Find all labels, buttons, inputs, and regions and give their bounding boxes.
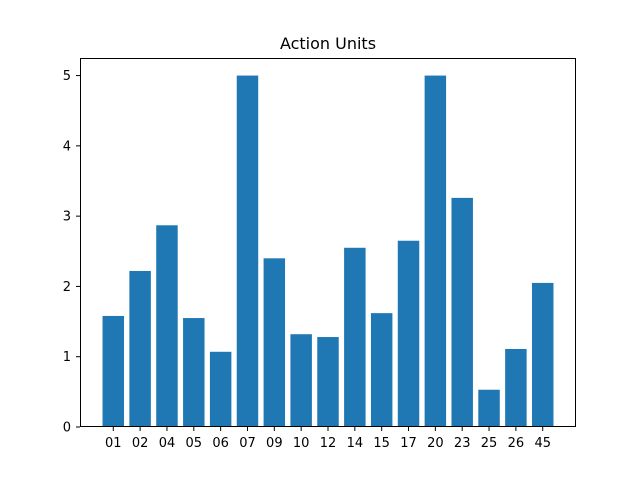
x-tick-label: 45 bbox=[534, 436, 551, 451]
x-tick-label: 06 bbox=[212, 436, 229, 451]
y-tick-label: 2 bbox=[63, 280, 71, 295]
x-tick-label: 10 bbox=[293, 436, 310, 451]
bar-15 bbox=[370, 313, 393, 427]
x-tick-label: 26 bbox=[508, 436, 525, 451]
x-axis: 01 02 04 05 06 07 09 10 12 14 15 17 20 23 25 26 45 bbox=[105, 427, 551, 451]
bar-20 bbox=[424, 75, 447, 428]
x-tick-label: 07 bbox=[239, 436, 256, 451]
bar-12 bbox=[317, 337, 339, 427]
chart-title: Action Units bbox=[280, 34, 376, 53]
x-tick-label: 05 bbox=[186, 436, 203, 451]
x-tick-label: 04 bbox=[159, 436, 176, 451]
bar-10 bbox=[290, 334, 312, 427]
x-tick-label: 09 bbox=[266, 436, 283, 451]
bar-23 bbox=[451, 197, 473, 427]
bar-06 bbox=[209, 351, 232, 427]
bar-01 bbox=[102, 315, 125, 427]
x-tick-label: 23 bbox=[454, 436, 471, 451]
x-tick-label: 01 bbox=[105, 436, 122, 451]
plot-area-frame bbox=[80, 58, 576, 427]
bar-02 bbox=[129, 270, 151, 427]
y-tick-label: 3 bbox=[63, 210, 71, 225]
x-tick-label: 15 bbox=[373, 436, 390, 451]
bar-09 bbox=[263, 258, 286, 427]
x-tick-label: 14 bbox=[347, 436, 364, 451]
y-tick-label: 4 bbox=[63, 139, 71, 154]
x-tick-label: 25 bbox=[481, 436, 498, 451]
x-tick-label: 12 bbox=[320, 436, 337, 451]
x-tick-label: 17 bbox=[400, 436, 417, 451]
bar-07 bbox=[236, 75, 259, 428]
x-tick-label: 20 bbox=[427, 436, 444, 451]
bar-04 bbox=[156, 225, 178, 427]
bar-17 bbox=[397, 240, 420, 427]
bar-05 bbox=[183, 318, 205, 427]
y-axis: 0 1 2 3 4 5 bbox=[63, 69, 80, 436]
bar-45 bbox=[531, 282, 554, 427]
y-tick-label: 5 bbox=[63, 69, 71, 84]
bar-14 bbox=[344, 247, 366, 427]
y-tick-label: 0 bbox=[63, 421, 71, 436]
bar-25 bbox=[478, 389, 500, 427]
bar-26 bbox=[505, 348, 527, 427]
x-tick-label: 02 bbox=[132, 436, 149, 451]
y-tick-label: 1 bbox=[63, 350, 71, 365]
bars-group bbox=[102, 75, 554, 428]
